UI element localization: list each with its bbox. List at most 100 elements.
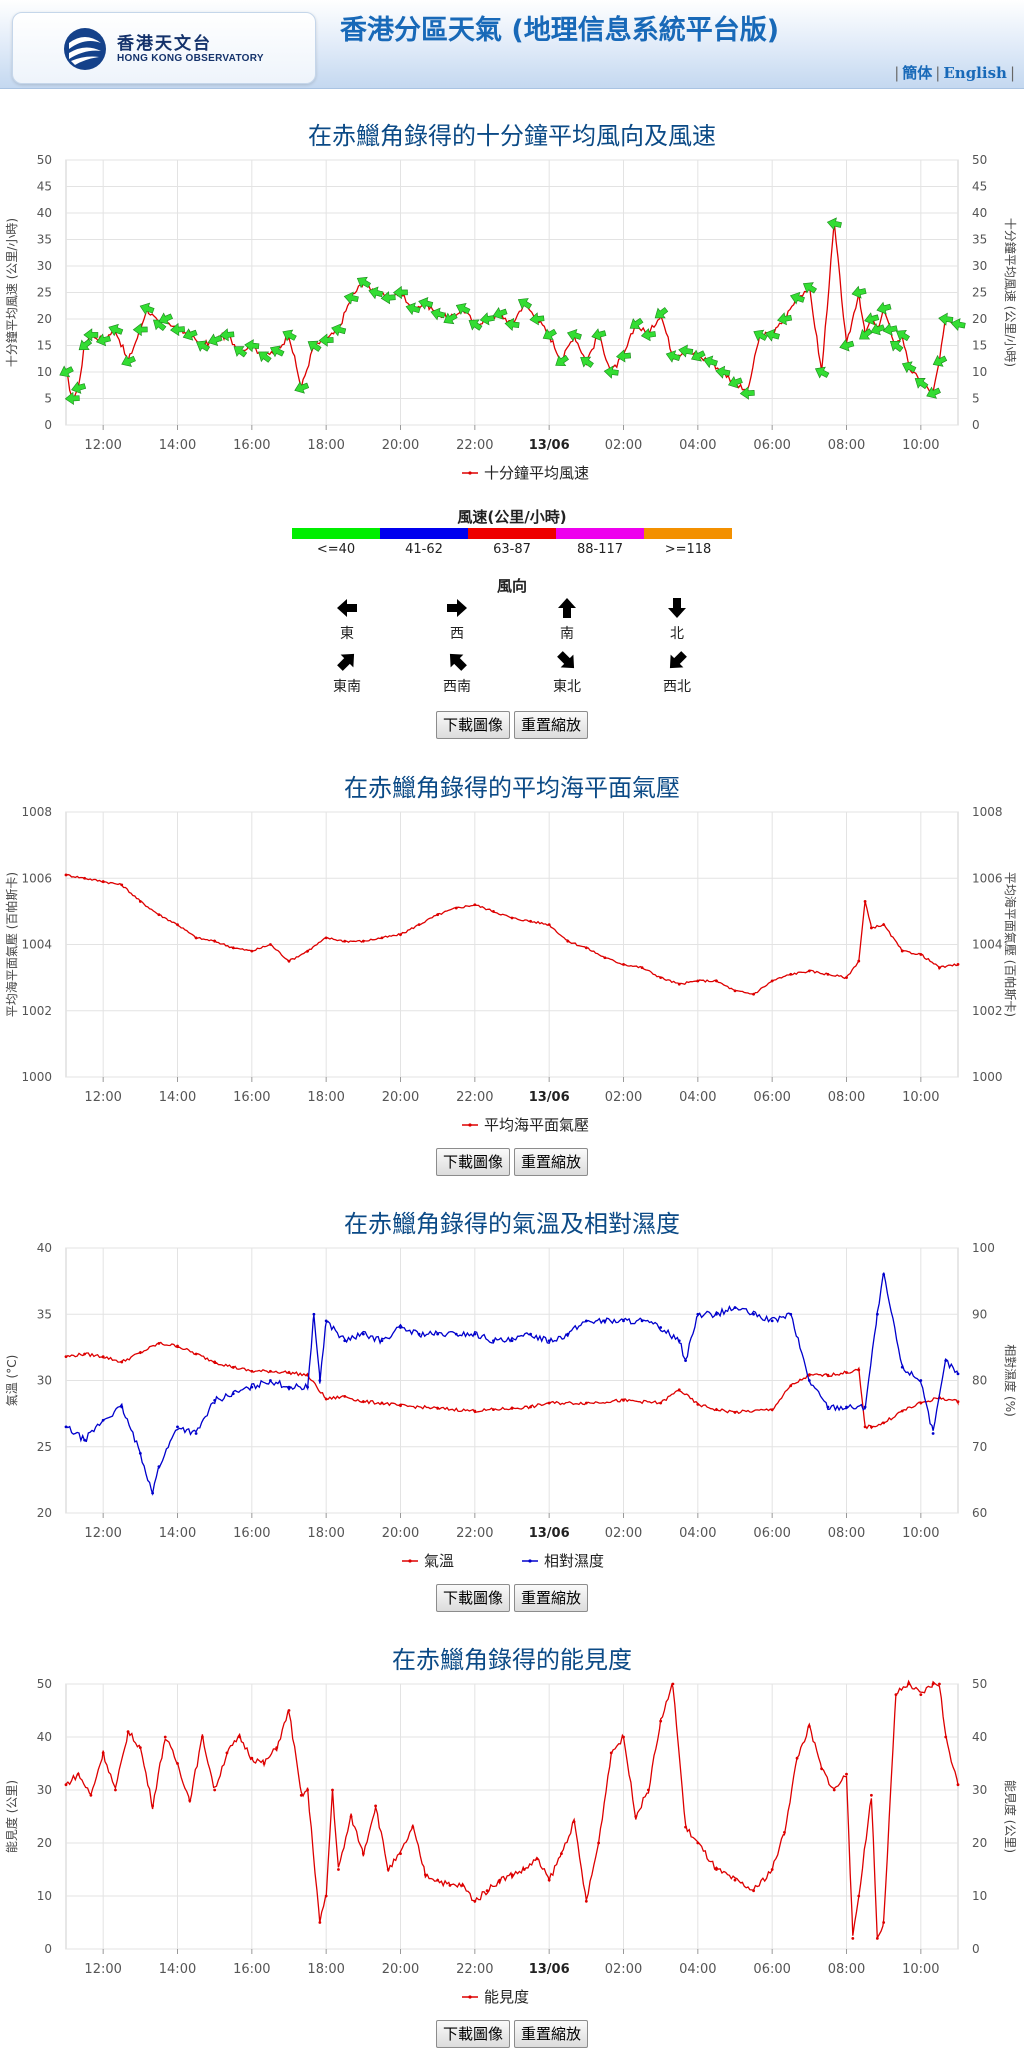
y-tick-label-right: 30 xyxy=(972,259,987,273)
data-point xyxy=(485,1889,489,1893)
hko-logo-box[interactable]: 香港天文台 HONG KONG OBSERVATORY xyxy=(12,12,316,84)
x-tick-label: 16:00 xyxy=(233,1962,270,1977)
lang-link-english[interactable]: English xyxy=(943,64,1007,82)
page-header: 香港天文台 HONG KONG OBSERVATORY 香港分區天氣 (地理信息… xyxy=(0,0,1024,89)
data-point xyxy=(845,1371,848,1374)
wind-direction-arrow xyxy=(139,302,155,316)
wind-speed-colorbar xyxy=(292,528,732,539)
x-tick-label: 04:00 xyxy=(679,1090,716,1105)
wind-direction-arrow xyxy=(282,329,297,342)
y-tick-label: 30 xyxy=(37,259,52,273)
x-tick-label: 06:00 xyxy=(753,1962,790,1977)
download-image-button[interactable]: 下載圖像 xyxy=(435,1584,510,1612)
wind-direction-arrow xyxy=(170,322,185,337)
x-tick-label: 06:00 xyxy=(753,438,790,453)
x-tick-label: 04:00 xyxy=(679,1962,716,1977)
y-tick-label-right: 1002 xyxy=(972,1004,1003,1018)
data-point xyxy=(380,1401,384,1405)
data-point xyxy=(938,966,941,970)
wind-direction-arrow xyxy=(443,312,458,325)
direction-east: 東 xyxy=(307,597,387,643)
data-point xyxy=(832,1788,836,1792)
wind-direction-arrow xyxy=(71,381,87,394)
data-point xyxy=(826,1373,830,1377)
colorbar-label: 88-117 xyxy=(576,542,624,557)
x-tick-label: 22:00 xyxy=(456,1526,493,1541)
data-point xyxy=(584,1899,588,1903)
data-point xyxy=(386,1868,390,1871)
arrow-right-icon xyxy=(447,599,467,617)
data-point xyxy=(684,1359,687,1363)
data-point xyxy=(938,1682,941,1686)
data-point xyxy=(634,1815,638,1818)
x-tick-label: 16:00 xyxy=(233,1090,270,1105)
y-tick-label: 40 xyxy=(37,206,52,220)
download-image-button[interactable]: 下載圖像 xyxy=(435,1148,510,1176)
colorbar-label: <=40 xyxy=(316,542,356,557)
legend-swatch-dot xyxy=(468,471,472,475)
y-tick-label: 30 xyxy=(37,1783,52,1797)
data-point xyxy=(201,1735,204,1739)
wind-direction-arrow xyxy=(629,317,644,329)
data-point xyxy=(492,1408,495,1412)
wind-chart-buttons: 下載圖像 重置縮放 xyxy=(0,711,1024,739)
pressure-chart[interactable]: 1000 1002 1004 1006 1008 1000 1002 1004 1006 1008… xyxy=(0,802,1024,1132)
visibility-chart-title: 在赤鱲角錄得的能見度 xyxy=(392,1646,632,1674)
y-tick-label: 40 xyxy=(37,1241,52,1255)
data-point xyxy=(324,936,328,940)
data-point xyxy=(299,1793,303,1797)
data-point xyxy=(807,1725,811,1728)
reset-zoom-button[interactable]: 重置縮放 xyxy=(514,1584,589,1612)
lang-link-simplified[interactable]: 簡体 xyxy=(902,64,933,82)
data-point xyxy=(733,1878,737,1882)
data-point xyxy=(176,1425,179,1429)
data-point xyxy=(399,1326,402,1329)
wind-speed-chart[interactable]: 0 5 10 15 20 25 30 35 40 45 50 0 5 10 15 20 25 30 35 40 45 50… xyxy=(0,150,1024,480)
arrow-down-icon xyxy=(668,598,686,618)
x-tick-label: 20:00 xyxy=(382,1090,419,1105)
reset-zoom-button[interactable]: 重置縮放 xyxy=(514,711,589,739)
data-point xyxy=(547,1878,551,1882)
colorbar-segment xyxy=(380,528,468,539)
data-point xyxy=(622,962,625,966)
y-tick-label: 15 xyxy=(37,339,52,353)
x-tick-label: 02:00 xyxy=(605,438,642,453)
y-axis-title-right: 十分鐘平均風速 (公里/小時) xyxy=(1003,218,1018,367)
data-point xyxy=(677,1388,681,1392)
data-point xyxy=(609,1751,613,1755)
wind-direction-arrow xyxy=(895,329,910,342)
y-tick-label-right: 90 xyxy=(972,1307,987,1321)
y-tick-label: 50 xyxy=(37,153,52,167)
x-tick-label: 20:00 xyxy=(382,1962,419,1977)
temp-humidity-chart[interactable]: 20 25 30 35 40 60 70 80 90 100 12:00 14:00 16:00 18:0… xyxy=(0,1238,1024,1568)
data-point xyxy=(863,900,867,903)
x-tick-label: 04:00 xyxy=(679,1526,716,1541)
reset-zoom-button[interactable]: 重置縮放 xyxy=(514,2020,589,2048)
wind-direction-arrow xyxy=(932,354,948,367)
data-point xyxy=(417,1332,421,1336)
reset-zoom-button[interactable]: 重置縮放 xyxy=(514,1148,589,1176)
wind-direction-arrow xyxy=(244,339,260,353)
data-point xyxy=(436,913,440,917)
data-point xyxy=(250,949,254,953)
y-axis-title: 平均海平面氣壓 (百帕斯卡) xyxy=(4,872,19,1017)
direction-southwest: 西南 xyxy=(417,650,497,696)
data-point xyxy=(361,939,365,943)
data-point xyxy=(269,943,272,946)
download-image-button[interactable]: 下載圖像 xyxy=(435,2020,510,2048)
data-point xyxy=(83,1438,86,1442)
y-tick-label: 1002 xyxy=(21,1004,52,1018)
visibility-chart[interactable]: 0 10 20 30 40 50 0 10 20 30 40 50 12:00 14:00 16:00 18:… xyxy=(0,1674,1024,2004)
direction-label: 北 xyxy=(670,626,684,642)
y-tick-label: 0 xyxy=(44,418,52,432)
data-point xyxy=(324,1397,328,1401)
data-point xyxy=(752,992,755,996)
data-point xyxy=(306,1385,309,1389)
download-image-button[interactable]: 下載圖像 xyxy=(435,711,510,739)
y-tick-label: 1006 xyxy=(21,871,52,885)
temp-humidity-chart-buttons: 下載圖像 重置縮放 xyxy=(0,1584,1024,1612)
data-point xyxy=(900,1409,904,1413)
x-tick-label: 08:00 xyxy=(828,1526,865,1541)
wind-direction-arrow xyxy=(529,312,545,326)
x-tick-label: 18:00 xyxy=(307,1962,344,1977)
